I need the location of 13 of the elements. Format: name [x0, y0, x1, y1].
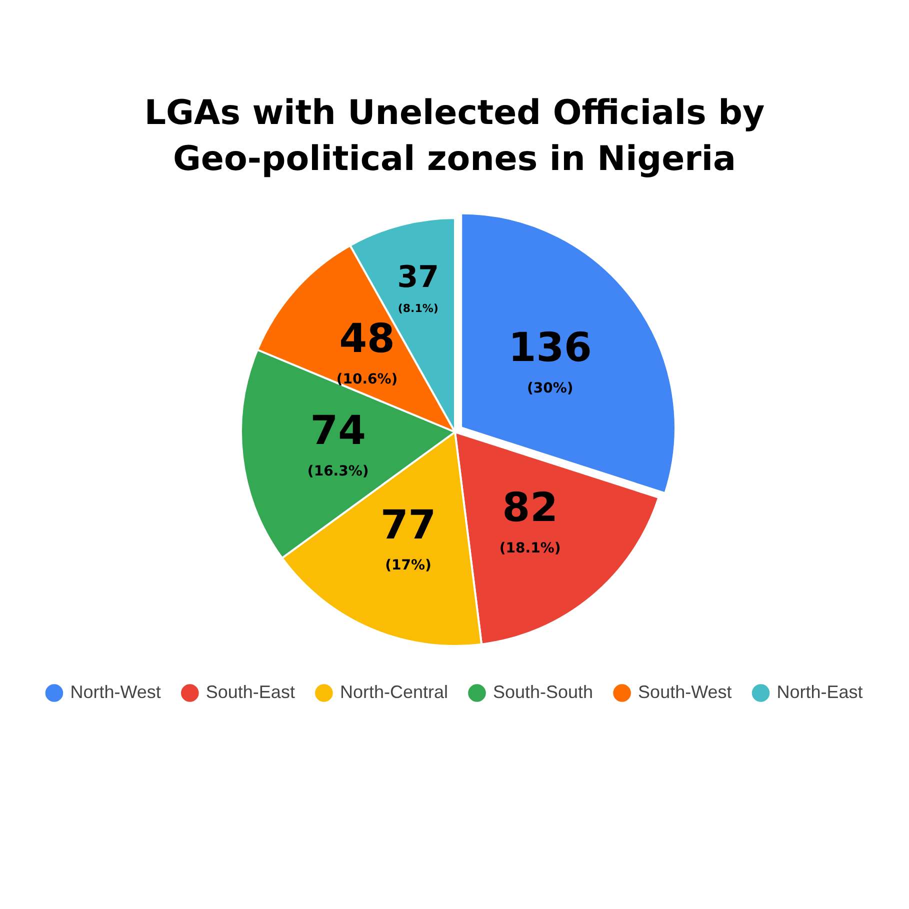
- data-label: 82 (18.1%): [498, 485, 560, 556]
- legend-label: North-East: [776, 682, 862, 702]
- legend-label: South-South: [492, 682, 593, 702]
- data-label: 37 (8.1%): [396, 260, 439, 316]
- legend-label: South-West: [638, 682, 732, 702]
- legend-label: North-Central: [339, 682, 448, 702]
- data-label: 74 (16.3%): [306, 408, 368, 480]
- legend-label: South-East: [205, 682, 294, 702]
- data-label: 77 (17%): [380, 502, 436, 574]
- data-label: 136 (30%): [508, 325, 592, 396]
- data-label: 48 (10.6%): [336, 316, 398, 388]
- chart-title: LGAs with Unelected Officials by Geo-political zones in Nigeria: [143, 92, 766, 181]
- legend-label: North-West: [70, 682, 160, 702]
